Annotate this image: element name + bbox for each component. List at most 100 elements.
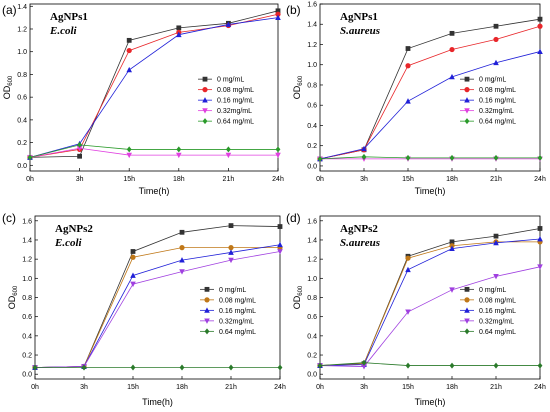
data-point-s4-2 [76, 145, 83, 152]
y-tick-label: 0.2 [17, 140, 27, 147]
panel-label: (a) [2, 3, 17, 17]
data-point-s3-3 [405, 266, 411, 273]
legend: 0 mg/mL 0.08 mg/mL 0.16 mg/mL 0.32mg/mL 0.64… [200, 287, 256, 336]
x-tick-label: 0h [31, 384, 39, 391]
data-point-s2-3 [405, 63, 411, 69]
data-point-s1-4 [179, 229, 185, 235]
data-point-s2-4 [179, 245, 185, 251]
data-point-s1-6 [537, 16, 543, 22]
series-line-5 [319, 362, 540, 366]
legend-entry: 0 mg/mL [479, 77, 506, 84]
data-point-s3-6 [537, 236, 543, 242]
data-point-s3-4 [176, 31, 182, 38]
data-point-s5-3 [126, 146, 132, 153]
legend-entry: 0.64 mg/mL [217, 119, 254, 126]
x-tick-label: 18h [173, 176, 185, 183]
panel-label: (b) [286, 3, 301, 17]
x-axis-label: Time(h) [415, 397, 446, 407]
legend-entry: 0 mg/mL [217, 77, 244, 84]
legend-marker [204, 286, 210, 292]
legend: 0 mg/mL 0.08 mg/mL 0.16 mg/mL 0.32mg/mL 0.64… [460, 77, 516, 126]
legend-entry: 0.16 mg/mL [219, 308, 256, 315]
legend-entry: 0.32mg/mL [219, 318, 254, 325]
data-point-s4-6 [537, 264, 543, 270]
legend-marker [202, 87, 208, 93]
data-point-s5-3 [405, 362, 411, 369]
legend-entry: 0.64 mg/mL [479, 119, 516, 126]
chart-title: AgNPs2 [340, 223, 378, 235]
data-point-s3-3 [130, 272, 136, 278]
y-tick-label: 0.2 [22, 353, 32, 360]
y-tick-label: 0.4 [307, 123, 317, 130]
y-tick-label: 1.2 [307, 42, 317, 49]
data-point-s5-4 [176, 146, 182, 153]
y-tick-label: 0.4 [22, 333, 32, 340]
x-tick-label: 0h [316, 384, 324, 391]
data-point-s5-4 [449, 362, 455, 369]
data-point-s4-4 [176, 152, 182, 159]
x-tick-label: 24h [534, 176, 546, 183]
y-tick-label: 1.0 [307, 62, 317, 69]
y-tick-label: 1.6 [22, 218, 32, 225]
y-tick-label: 1.2 [307, 257, 317, 264]
data-point-s4-3 [405, 309, 411, 315]
legend-marker [464, 118, 470, 125]
legend: 0 mg/mL 0.08 mg/mL 0.16 mg/mL 0.32mg/mL 0.64… [198, 77, 254, 126]
data-point-s5-6 [537, 154, 543, 161]
x-tick-label: 21h [490, 176, 502, 183]
series-line-3 [34, 244, 281, 368]
x-tick-label: 24h [534, 384, 546, 391]
data-point-s5-5 [493, 362, 499, 369]
data-point-s3-5 [225, 21, 232, 27]
y-tick-label: 0.2 [307, 353, 317, 360]
x-tick-label: 15h [123, 176, 135, 183]
data-point-s5-4 [179, 364, 185, 371]
series-line-1 [29, 10, 279, 158]
series-line-4 [319, 266, 541, 367]
x-tick-label: 15h [402, 384, 414, 391]
data-point-s2-3 [405, 255, 411, 261]
data-point-s5-5 [226, 146, 231, 153]
legend-marker [202, 76, 208, 82]
legend-entry: 0.32mg/mL [217, 108, 252, 115]
data-point-s4-4 [179, 269, 185, 275]
legend-marker [464, 328, 470, 335]
legend-marker [464, 108, 470, 114]
data-point-s1-4 [449, 30, 455, 36]
x-tick-label: 24h [272, 176, 284, 183]
x-tick-label: 24h [274, 384, 286, 391]
y-tick-label: 0.2 [307, 143, 317, 150]
legend-entry: 0.08 mg/mL [479, 297, 516, 304]
series-line-3 [319, 51, 541, 160]
y-tick-label: 1.6 [307, 2, 317, 9]
legend-entry: 0.16 mg/mL [479, 308, 516, 315]
x-tick-label: 15h [127, 384, 139, 391]
data-point-s2-5 [228, 245, 234, 251]
data-point-s2-5 [493, 36, 499, 43]
x-tick-label: 21h [225, 384, 237, 391]
legend-marker [204, 318, 210, 324]
chart-panel-3: (c) AgNPs2 E.coli 0.0 0.2 0.4 0.6 0.8 1.0 1.2 1.4 1… [2, 211, 286, 407]
data-point-s2-6 [537, 23, 543, 29]
legend-marker [464, 297, 470, 303]
data-point-s3-6 [275, 14, 281, 21]
data-point-s3-4 [449, 73, 455, 80]
x-tick-label: 0h [316, 176, 324, 183]
y-tick-label: 1.0 [17, 49, 27, 56]
data-point-s1-6 [277, 224, 283, 229]
data-point-s5-2 [361, 359, 367, 366]
y-axis-label-subscript: 600 [298, 285, 304, 296]
y-tick-label: 0.0 [307, 163, 317, 170]
y-tick-label: 0.8 [307, 82, 317, 89]
y-axis-label-subscript: 600 [13, 285, 19, 296]
y-tick-label: 1.0 [22, 276, 32, 283]
y-axis-label-subscript: 600 [298, 75, 304, 86]
chart-subtitle: S.aureus [340, 237, 380, 249]
legend-marker [202, 118, 208, 125]
legend-entry: 0.32mg/mL [479, 108, 514, 115]
panel-label: (c) [2, 211, 16, 225]
y-axis-label: OD600 [2, 75, 14, 99]
y-tick-label: 0.6 [22, 314, 32, 321]
y-axis-label: OD600 [292, 285, 304, 309]
